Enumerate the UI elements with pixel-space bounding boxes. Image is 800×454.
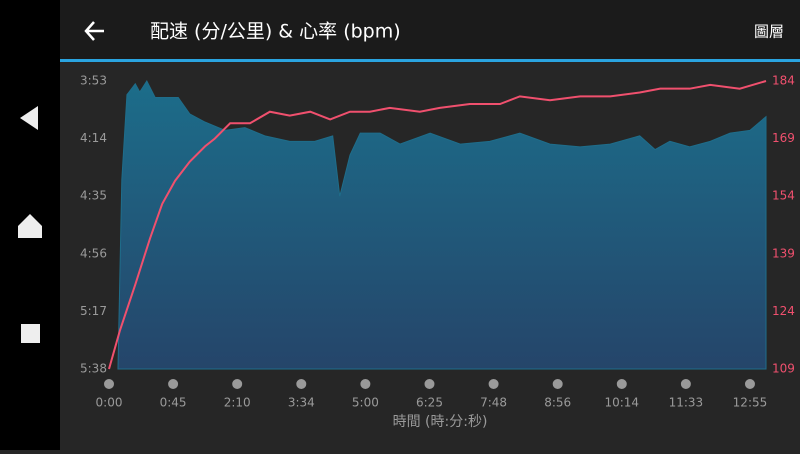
y2-tick-label: 154 [772,189,795,203]
plot: 3:53 4:14 4:35 4:56 5:17 5:38 109 124 139 154 169 1… [80,74,795,410]
screen-title: 配速 (分/公里) & 心率 (bpm) [150,21,401,43]
x-tick-label: 11:33 [669,396,704,410]
x-tick-dot [552,379,563,389]
x-tick-label: 5:00 [352,396,379,410]
heart-rate-line [108,80,767,370]
x-tick-dot [168,379,179,389]
y2-tick-label: 124 [772,304,795,318]
x-tick-dot [104,379,114,389]
x-tick-label: 2:10 [224,396,251,410]
x-axis-title: 時間 (時:分:秒) [393,414,488,430]
x-tick-label: 0:45 [160,396,187,410]
y2-tick-label: 169 [772,131,795,145]
y-tick-label: 4:35 [80,189,107,203]
app-bar [60,0,800,60]
nav-home[interactable] [18,214,42,238]
x-tick-dot [680,379,691,389]
x-tick-dot [296,379,307,389]
x-tick-label: 6:25 [416,396,443,410]
y-tick-label: 4:56 [80,246,107,260]
pace-area [117,79,767,370]
x-tick-label: 8:56 [544,396,571,410]
x-tick-dot [232,379,243,389]
y2-tick-label: 184 [772,74,795,88]
y-tick-label: 4:14 [80,131,107,145]
x-tick-label: 10:14 [604,396,639,410]
y2-tick-label: 109 [772,362,795,376]
x-tick-dot [360,379,371,389]
y-tick-label: 5:17 [80,304,107,318]
back-button[interactable] [84,21,104,41]
layers-menu[interactable]: 圖層 [754,23,784,41]
app-bar-accent [60,59,800,62]
x-tick-dot [488,379,499,389]
x-tick-dot [616,379,627,389]
x-tick-label: 12:55 [733,396,768,410]
x-tick-label: 7:48 [480,396,507,410]
y-tick-label: 5:38 [80,362,107,376]
nav-back[interactable] [20,106,38,130]
x-tick-label: 0:00 [96,396,123,410]
y-tick-label: 3:53 [80,74,107,88]
y2-tick-label: 139 [772,246,795,260]
x-tick-label: 3:34 [288,396,315,410]
nav-recent[interactable] [21,324,40,343]
x-tick-dot [424,379,435,389]
x-tick-dot [744,379,755,389]
